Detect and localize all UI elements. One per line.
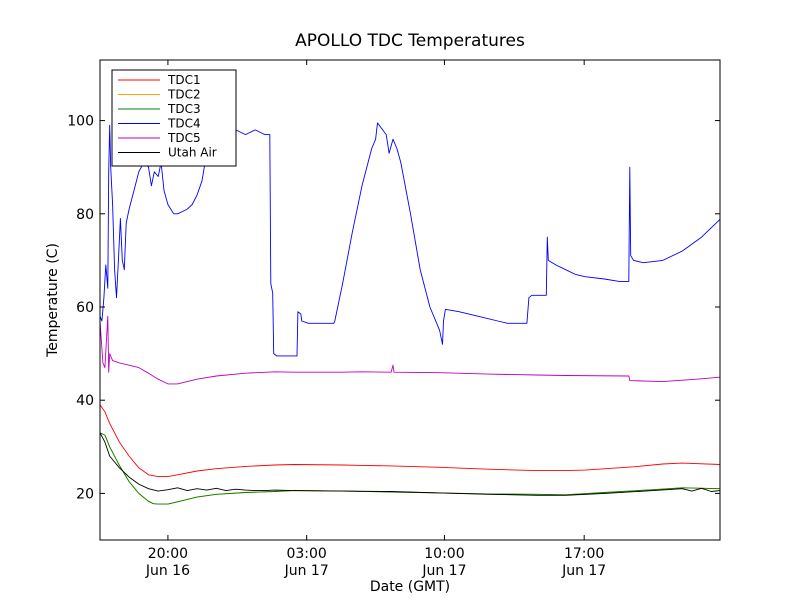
x-tick-date-label: Jun 16 <box>145 563 190 579</box>
x-tick-label: 10:00 <box>424 546 464 562</box>
series-line-utah-air <box>100 432 720 496</box>
series-line-tdc4 <box>100 122 720 357</box>
chart-title: APOLLO TDC Temperatures <box>295 31 525 51</box>
y-tick-label: 40 <box>76 393 94 409</box>
series-line-tdc3 <box>100 432 720 505</box>
series-line-tdc1 <box>100 404 720 478</box>
x-tick-label: 17:00 <box>564 546 604 562</box>
x-tick-label: 03:00 <box>286 546 326 562</box>
series-layer <box>100 122 720 505</box>
x-tick-date-label: Jun 17 <box>561 563 606 579</box>
y-tick-label: 100 <box>67 114 94 130</box>
x-tick-label: 20:00 <box>148 546 188 562</box>
y-axis: 20 40 60 80 100 <box>67 114 720 502</box>
legend-label: TDC5 <box>167 131 201 145</box>
plot-area-frame <box>99 59 721 541</box>
legend-box <box>111 69 237 167</box>
y-axis-label: Temperature (C) <box>45 243 61 358</box>
legend-label: TDC1 <box>167 73 201 87</box>
y-tick-label: 80 <box>76 207 94 223</box>
x-axis-label: Date (GMT) <box>370 579 450 595</box>
series-line-tdc5 <box>100 315 720 385</box>
y-tick-label: 20 <box>76 486 94 502</box>
legend-label: TDC4 <box>167 117 201 131</box>
x-tick-date-label: Jun 17 <box>421 563 466 579</box>
x-tick-date-label: Jun 17 <box>284 563 329 579</box>
y-tick-label: 60 <box>76 300 94 316</box>
legend-label: Utah Air <box>168 146 217 160</box>
legend-label: TDC2 <box>167 88 201 102</box>
legend-label: TDC3 <box>167 102 201 116</box>
